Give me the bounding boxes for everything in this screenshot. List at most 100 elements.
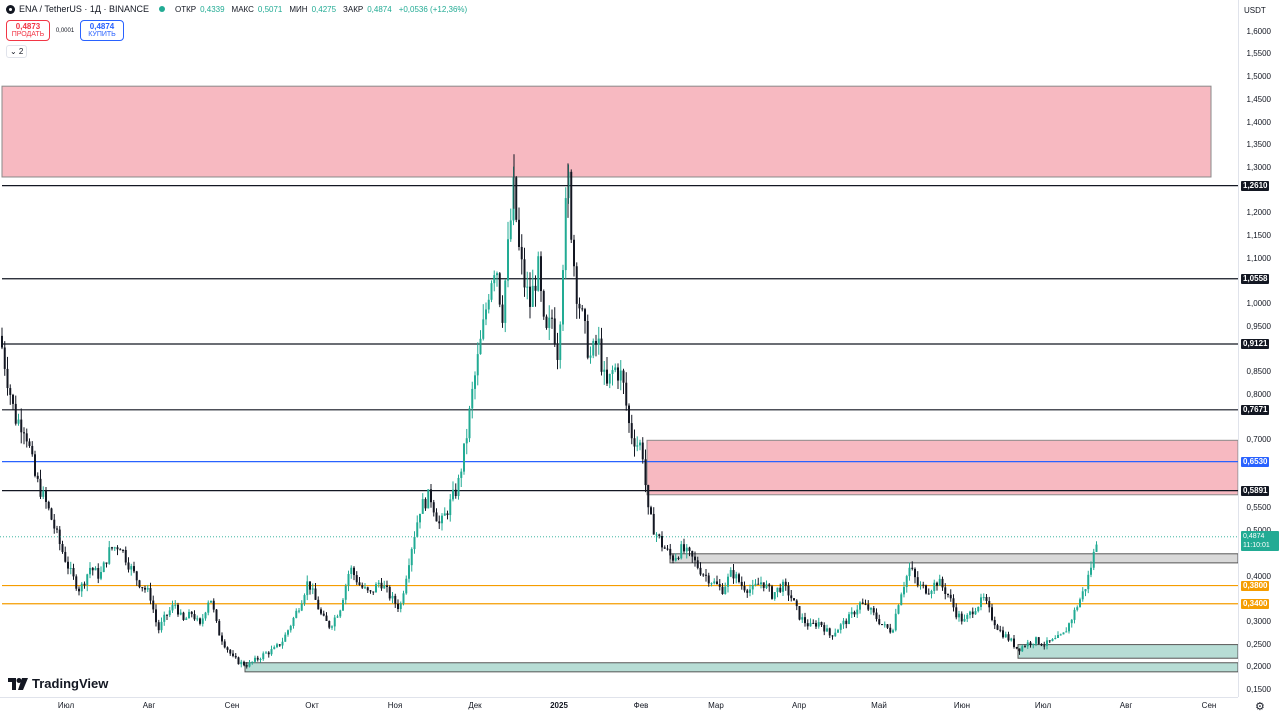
candle-body <box>828 628 831 636</box>
candle-body <box>688 547 691 552</box>
buy-button[interactable]: 0,4874 КУПИТЬ <box>80 20 124 41</box>
candle-body <box>754 583 757 586</box>
candle-body <box>606 369 608 384</box>
candle-body <box>949 594 952 599</box>
candle-body <box>619 370 622 381</box>
candle-body <box>419 513 421 523</box>
price-tick-label: 1,1500 <box>1246 231 1271 240</box>
candle-body <box>108 547 111 564</box>
price-scale[interactable]: USDT 1,6000 1,5500 1,5000 1,4500 1,4000 1,350… <box>1238 0 1280 697</box>
candle-body <box>45 490 47 502</box>
candle-body <box>1076 607 1079 610</box>
level-price-tag: 0,3800 <box>1241 580 1270 591</box>
price-chart[interactable] <box>0 0 1238 697</box>
candle-body <box>152 600 155 610</box>
candle-body <box>980 597 982 608</box>
candle-body <box>479 338 482 355</box>
candle-body <box>287 630 289 635</box>
indicators-toggle-button[interactable]: ⌄ 2 <box>6 45 28 58</box>
candle-body <box>881 624 883 626</box>
candle-body <box>262 653 265 660</box>
candle-body <box>672 555 674 561</box>
candle-body <box>993 619 996 626</box>
tradingview-logo[interactable]: TradingView <box>8 676 108 691</box>
candle-body <box>421 499 424 514</box>
candle-body <box>405 578 408 594</box>
candle-body <box>449 499 452 516</box>
candle-body <box>562 270 564 325</box>
candle-body <box>182 612 185 620</box>
candle-body <box>903 587 905 595</box>
sell-price: 0,4873 <box>15 21 41 31</box>
time-scale[interactable]: Июл Авг Сен Окт Ноя Дек 2025 Фев Мар Апр Май Июн Июл… <box>0 697 1238 716</box>
candle-body <box>463 443 465 472</box>
candle-body <box>526 286 529 288</box>
candle-body <box>751 585 754 590</box>
candle-body <box>397 603 399 610</box>
candle-body <box>83 583 86 586</box>
candle-body <box>592 340 595 356</box>
candle-body <box>248 662 251 667</box>
ohlc-high-value: 0,5071 <box>257 4 283 14</box>
ohlc-high-key: МАКС <box>231 4 254 14</box>
candle-body <box>67 561 69 569</box>
candle-body <box>196 618 199 620</box>
candle-body <box>358 582 361 586</box>
candle-body <box>1024 646 1026 648</box>
candle-body <box>971 611 974 615</box>
candle-body <box>837 629 839 633</box>
candle-body <box>779 587 782 592</box>
candle-body <box>237 657 240 665</box>
candle-body <box>97 567 100 579</box>
price-tick-label: 0,8000 <box>1246 389 1271 399</box>
candle-body <box>757 583 760 585</box>
candle-body <box>652 513 655 535</box>
currency-selector[interactable]: USDT <box>1244 6 1266 15</box>
candle-body <box>1007 634 1010 641</box>
candle-body <box>490 283 493 300</box>
candle-body <box>42 490 45 497</box>
candle-body <box>900 594 903 606</box>
candle-body <box>460 471 463 478</box>
candle-body <box>474 375 476 389</box>
candle-body <box>111 547 113 549</box>
candle-body <box>427 489 430 509</box>
candle-body <box>831 635 834 637</box>
time-tick-label: Авг <box>142 701 156 710</box>
candle-body <box>122 549 124 551</box>
candle-body <box>1059 634 1062 636</box>
candle-body <box>23 432 25 434</box>
symbol-title[interactable]: ENA / TetherUS · 1Д · BINANCE <box>19 4 149 14</box>
candle-body <box>584 309 586 321</box>
candle-body <box>889 627 892 633</box>
candle-body <box>207 602 210 613</box>
candle-body <box>859 602 861 610</box>
market-open-icon <box>158 6 165 12</box>
candle-body <box>537 256 540 291</box>
candle-body <box>886 624 889 628</box>
sell-button[interactable]: 0,4873 ПРОДАТЬ <box>6 20 50 41</box>
candle-body <box>892 630 894 633</box>
candle-body <box>300 603 303 611</box>
candle-body <box>724 586 727 594</box>
candle-body <box>138 580 141 588</box>
candle-body <box>905 576 908 588</box>
candle-body <box>424 499 427 509</box>
candle-body <box>518 219 520 247</box>
candle-body <box>309 581 311 590</box>
candle-body <box>509 220 512 240</box>
trade-panel: 0,4873 ПРОДАТЬ 0,0001 0,4874 КУПИТЬ <box>6 20 124 41</box>
time-tick-label: Авг <box>1119 701 1133 710</box>
candle-body <box>746 590 749 593</box>
candle-body <box>839 624 842 630</box>
candle-body <box>364 587 366 589</box>
candle-body <box>34 454 36 476</box>
settings-gear-icon[interactable]: ⚙ <box>1255 701 1265 713</box>
chart-area[interactable] <box>0 0 1238 697</box>
candle-body <box>56 528 58 530</box>
candle-body <box>31 445 34 455</box>
price-tick-label: 1,5000 <box>1246 72 1271 82</box>
candle-body <box>69 567 72 569</box>
candle-body <box>696 560 699 568</box>
candle-body <box>875 612 878 620</box>
